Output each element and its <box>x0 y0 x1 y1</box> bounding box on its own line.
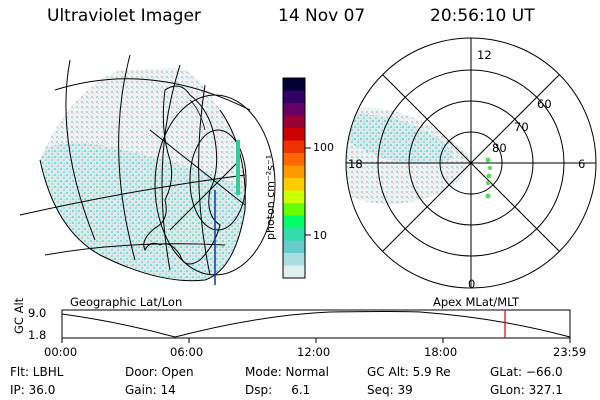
altitude-ylabel: GC Alt <box>12 297 26 334</box>
ip-label: IP: 36.0 <box>10 383 56 397</box>
lat-label-80: 80 <box>492 141 507 155</box>
colorbar-segment <box>283 78 305 91</box>
colorbar-segment <box>283 253 305 266</box>
gc-alt-label: GC Alt: 5.9 Re <box>367 365 451 379</box>
xtick-2359: 23:59 <box>553 345 587 359</box>
xtick-0000: 00:00 <box>44 345 78 359</box>
colorbar-label: photon cm⁻²s⁻¹ <box>264 154 277 240</box>
lat-label-60: 60 <box>537 97 552 111</box>
xtick-1200: 12:00 <box>297 345 331 359</box>
colorbar-segment <box>283 165 305 179</box>
colorbar-segment <box>283 140 305 154</box>
colorbar-segment <box>283 128 305 141</box>
mlt-label-18: 18 <box>348 157 363 171</box>
mlt-label-6: 6 <box>578 157 586 171</box>
colorbar-segment <box>283 215 305 229</box>
altitude-ytick-1: 1.8 <box>28 328 47 342</box>
colorbar-segment <box>283 153 305 166</box>
colorbar-segment <box>283 203 305 216</box>
colorbar-segment <box>283 240 305 254</box>
geo-caption: Geographic Lat/Lon <box>70 295 183 309</box>
filter-label: Flt: LBHL <box>10 365 64 379</box>
glat-label: GLat: −66.0 <box>490 365 563 379</box>
dsp-label: Dsp: 6.1 <box>245 383 311 397</box>
date-label: 14 Nov 07 <box>278 6 366 26</box>
colorbar <box>282 77 311 279</box>
colorbar-segment <box>283 178 305 191</box>
colorbar-segment <box>283 103 305 116</box>
colorbar-segment <box>283 228 305 241</box>
gain-label: Gain: 14 <box>125 383 176 397</box>
mode-label: Mode: Normal <box>245 365 329 379</box>
colorbar-segment <box>283 190 305 204</box>
mlt-label-0: 0 <box>468 277 476 291</box>
polar-caption: Apex MLat/MLT <box>433 295 520 309</box>
colorbar-tick-10: 10 <box>313 229 327 242</box>
glon-label: GLon: 327.1 <box>490 383 563 397</box>
colorbar-tick-100: 100 <box>313 141 334 154</box>
door-label: Door: Open <box>125 365 194 379</box>
xtick-0600: 06:00 <box>170 345 204 359</box>
altitude-ytick-9: 9.0 <box>28 306 47 320</box>
lat-label-70: 70 <box>514 120 529 134</box>
seq-label: Seq: 39 <box>367 383 413 397</box>
instrument-title: Ultraviolet Imager <box>47 6 201 26</box>
mlt-label-12: 12 <box>477 48 492 62</box>
colorbar-segment <box>283 90 305 104</box>
colorbar-segment <box>283 265 305 279</box>
colorbar-segment <box>283 115 305 129</box>
time-label: 20:56:10 UT <box>430 6 535 26</box>
xtick-1800: 18:00 <box>424 345 458 359</box>
